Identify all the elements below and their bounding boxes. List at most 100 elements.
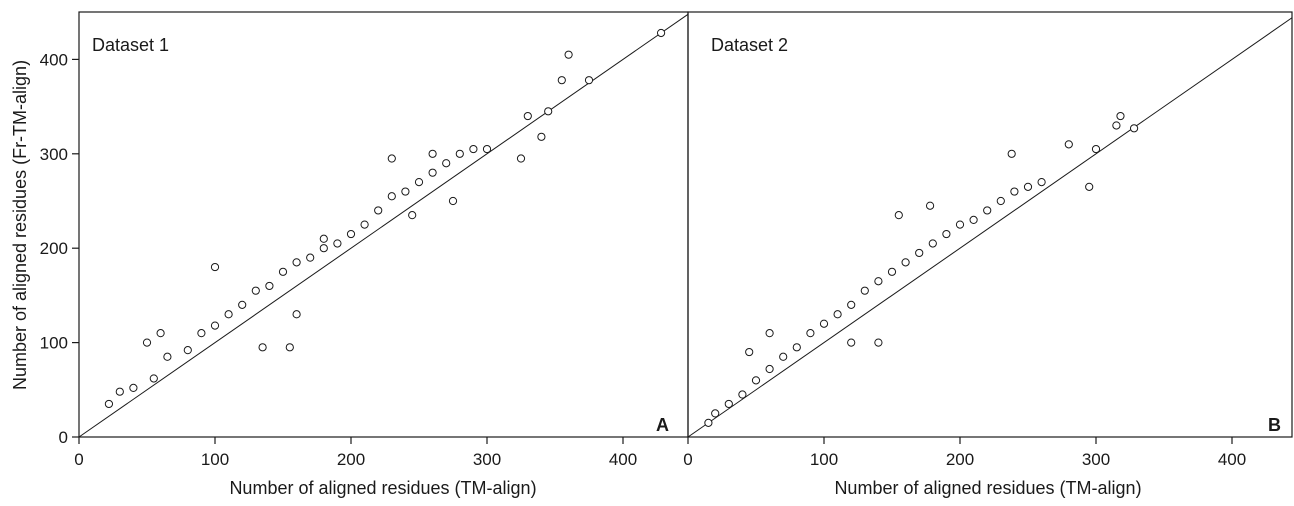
panel-a-data-point bbox=[292, 310, 301, 319]
panel-b-x-tick-label: 300 bbox=[1082, 450, 1110, 469]
panel-b-data-point bbox=[819, 319, 829, 328]
panel-b-data-point bbox=[1007, 149, 1016, 158]
panel-a-data-point bbox=[469, 144, 478, 154]
panel-b-axes: 0 100 200 300 400 bbox=[683, 437, 1246, 469]
panel-a-data-point bbox=[163, 352, 172, 361]
panel-a-y-tick-label: 400 bbox=[40, 50, 68, 69]
panel-a-data-point bbox=[278, 267, 288, 276]
panel-a-y-tick-label: 100 bbox=[40, 334, 68, 353]
panel-a-data-point bbox=[142, 338, 152, 347]
panel-b-data-point bbox=[955, 220, 965, 229]
panel-b-data-point bbox=[847, 338, 856, 347]
panel-a-x-axis-title: Number of aligned residues (TM-align) bbox=[229, 478, 536, 498]
panel-a-data-point bbox=[210, 321, 220, 330]
panel-a-y-tick-label: 300 bbox=[40, 145, 68, 164]
panel-b-data-point bbox=[1129, 124, 1139, 133]
panel-a-x-tick-label: 400 bbox=[609, 450, 637, 469]
panel-a-y-axis-title: Number of aligned residues (Fr-TM-align) bbox=[10, 60, 30, 390]
panel-b-data-point bbox=[874, 277, 883, 286]
panel-a-data-point bbox=[210, 262, 220, 272]
panel-a-x-tick-label: 200 bbox=[337, 450, 365, 469]
panel-a-data-point bbox=[183, 346, 192, 355]
panel-b-data-point bbox=[765, 364, 774, 374]
panel-a-data-point bbox=[428, 168, 437, 177]
panel-b-data-point bbox=[996, 196, 1005, 206]
panel-a-data-point bbox=[442, 159, 451, 168]
panel-b-data-point bbox=[1112, 121, 1121, 130]
panel-b-data-point bbox=[806, 329, 815, 338]
panel-a-data-point bbox=[428, 149, 437, 158]
panel-a-data-point bbox=[360, 220, 369, 229]
panel-b-data-point bbox=[1010, 187, 1019, 196]
panel-a-data-point bbox=[564, 50, 573, 59]
panel-a-data-point bbox=[156, 329, 165, 338]
panel-b-data-point bbox=[942, 229, 951, 239]
panel-b-data-point bbox=[887, 267, 897, 276]
panel-a-data-point bbox=[333, 239, 342, 248]
panel-b-x-axis-title: Number of aligned residues (TM-align) bbox=[834, 478, 1141, 498]
panel-b-data-point bbox=[751, 376, 761, 385]
panel-b-data-point bbox=[1116, 111, 1125, 121]
panel-a-data-point bbox=[448, 196, 458, 206]
panel-b-data-point bbox=[704, 418, 713, 427]
panel-b-data-point bbox=[738, 390, 747, 399]
panel-b-x-tick-label: 0 bbox=[683, 450, 692, 469]
panel-a-data-point bbox=[414, 178, 424, 187]
panel-a-data-point bbox=[387, 192, 396, 201]
panel-b-data-point bbox=[901, 258, 910, 267]
panel-a-data-point bbox=[346, 229, 356, 239]
panel-b-data-point bbox=[969, 215, 978, 224]
panel-b-data-point bbox=[847, 300, 856, 309]
panel-a-data-point bbox=[401, 187, 410, 196]
panel-b-reference-line bbox=[687, 17, 1293, 438]
panel-a-x-tick-label: 300 bbox=[473, 450, 501, 469]
panel-b-x-tick-label: 400 bbox=[1218, 450, 1246, 469]
panel-a-data-point bbox=[319, 234, 328, 243]
panel-b-x-tick-label: 200 bbox=[946, 450, 974, 469]
panel-a-letter: A bbox=[656, 415, 669, 435]
panel-b-data-point bbox=[745, 347, 754, 357]
panel-b-title: Dataset 2 bbox=[711, 35, 788, 55]
panel-a-reference-line bbox=[78, 13, 689, 438]
panel-b-data-point bbox=[894, 211, 903, 220]
panel-a-data-point bbox=[224, 310, 233, 319]
panel-a-y-tick-label: 0 bbox=[59, 428, 68, 447]
panel-a-y-tick-label: 200 bbox=[40, 239, 68, 258]
panel-b-data-point bbox=[779, 352, 788, 361]
panel-a-data-point bbox=[319, 244, 328, 253]
panel-b-data-point bbox=[1023, 182, 1033, 191]
panel-b-data-point bbox=[860, 286, 869, 295]
panel-a-title: Dataset 1 bbox=[92, 35, 169, 55]
panel-b-data-point bbox=[1085, 182, 1094, 191]
panel-a-data-point bbox=[306, 253, 315, 262]
panel-b-marks bbox=[687, 17, 1293, 438]
panel-b-data-point bbox=[792, 343, 801, 352]
panel-a-data-point bbox=[115, 387, 124, 396]
panel-b-data-point bbox=[711, 409, 720, 418]
panel-a-data-point bbox=[557, 76, 566, 85]
panel-b-data-point bbox=[833, 310, 842, 319]
panel-a-data-point bbox=[408, 211, 417, 220]
panel-b-data-point bbox=[915, 248, 924, 258]
panel-a-data-point bbox=[455, 149, 464, 158]
panel-a-x-tick-label: 100 bbox=[201, 450, 229, 469]
panel-a-data-point bbox=[292, 258, 301, 267]
panel-b-letter: B bbox=[1268, 415, 1281, 435]
panel-a-data-point bbox=[544, 107, 553, 116]
panel-a-data-point bbox=[482, 144, 492, 154]
panel-b-data-point bbox=[1037, 178, 1046, 187]
panel-b-data-point bbox=[874, 338, 883, 347]
panel-a-data-point bbox=[149, 374, 158, 383]
panel-b-data-point bbox=[928, 239, 937, 248]
panel-dataset-1: 0 100 200 300 400 0 100 200 300 400 Dataset 1 A N… bbox=[10, 11, 689, 498]
panel-b-data-point bbox=[925, 201, 935, 210]
panel-b-data-point bbox=[765, 329, 774, 338]
panel-a-marks bbox=[78, 13, 689, 438]
panel-a-data-point bbox=[537, 132, 546, 141]
panel-a-data-point bbox=[197, 329, 206, 338]
panel-b-x-tick-label: 100 bbox=[810, 450, 838, 469]
panel-a-data-point bbox=[523, 111, 532, 121]
panel-a-axes: 0 100 200 300 400 0 100 200 300 400 bbox=[40, 50, 638, 469]
panel-b-data-point bbox=[1091, 144, 1101, 154]
